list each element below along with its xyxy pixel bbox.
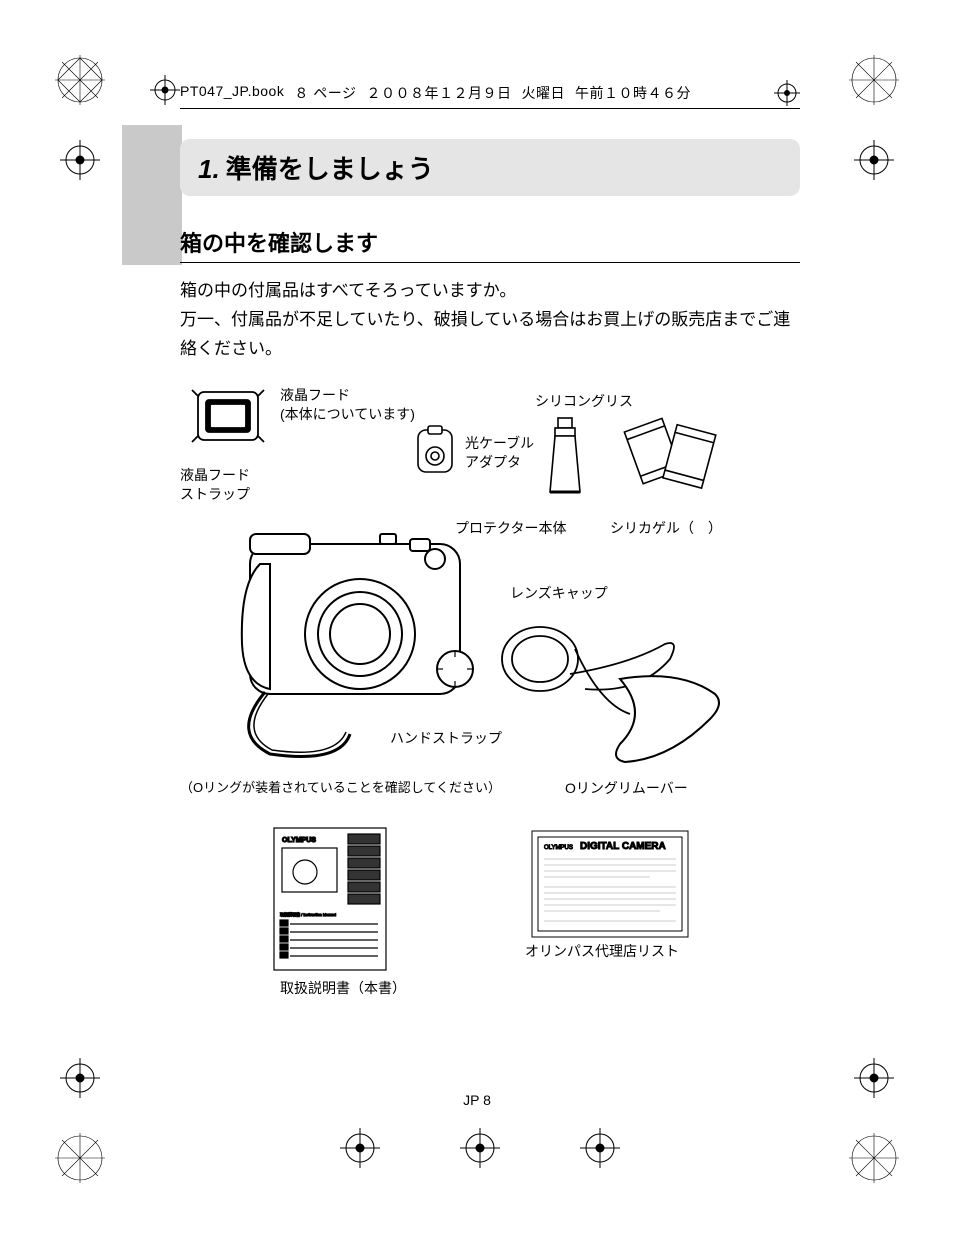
chapter-number: 1.	[198, 154, 220, 184]
page-number: JP 8	[463, 1092, 491, 1108]
svg-text:取扱説明書 / Instruction Manual: 取扱説明書 / Instruction Manual	[280, 911, 336, 917]
svg-text:DIGITAL CAMERA: DIGITAL CAMERA	[580, 841, 666, 852]
side-tab	[122, 125, 182, 265]
label-optical: 光ケーブル アダプタ	[465, 434, 534, 473]
section-title: 箱の中を確認します	[180, 226, 800, 263]
cropmark-br-star	[849, 1133, 899, 1183]
lcd-hood-illustration	[190, 384, 270, 457]
label-lcd-hood: 液晶フード (本体についています)	[280, 386, 415, 425]
grease-illustration	[540, 414, 590, 507]
regmark-hdr-l	[150, 75, 180, 105]
label-handstrap: ハンドストラップ	[390, 729, 502, 749]
manual-illustration: OLYMPUS 取扱説明書 / Instruction Manual	[270, 824, 390, 977]
header-weekday: 火曜日	[521, 83, 565, 103]
regmark-l1	[60, 140, 100, 180]
label-manual: 取扱説明書（本書）	[280, 979, 406, 999]
label-silica: シリカゲル（ ）	[610, 519, 722, 539]
regmark-r2	[854, 1058, 894, 1098]
regmark-bc1	[340, 1128, 380, 1168]
regmark-r1	[854, 140, 894, 180]
svg-text:OLYMPUS: OLYMPUS	[544, 845, 573, 851]
dealer-list-illustration: DIGITAL CAMERA OLYMPUS	[530, 829, 690, 942]
label-lenscap: レンズキャップ	[510, 584, 608, 604]
header-file: PT047_JP.book	[180, 83, 284, 103]
regmark-bc3	[580, 1128, 620, 1168]
para2: 万一、付属品が不足していたり、破損している場合はお買上げの販売店までご連絡くださ…	[180, 310, 790, 358]
cropmark-bl-star	[55, 1133, 105, 1183]
header-time: 午前１０時４６分	[575, 83, 691, 103]
label-oring-remover: Oリングリムーバー	[565, 779, 688, 799]
para1: 箱の中の付属品はすべてそろっていますか。	[180, 281, 516, 300]
label-oring-note: （Oリングが装着されていることを確認してください）	[180, 779, 501, 797]
regmark-bc2	[460, 1128, 500, 1168]
regmark-hdr-r	[774, 80, 800, 106]
label-dealer: オリンパス代理店リスト	[525, 942, 679, 962]
section-body: 箱の中の付属品はすべてそろっていますか。 万一、付属品が不足していたり、破損して…	[180, 277, 800, 364]
svg-text:OLYMPUS: OLYMPUS	[282, 837, 316, 844]
page-header: PT047_JP.book ８ ページ ２００８年１２月９日 火曜日 午前１０時…	[180, 80, 800, 109]
oring-remover-illustration	[600, 664, 730, 777]
header-page: ８ ページ	[294, 83, 356, 103]
protector-illustration	[210, 504, 510, 767]
silica-illustration	[610, 404, 730, 507]
chapter-title: 1.準備をしましょう	[180, 139, 800, 196]
illustration-area: 液晶フード (本体についています) 液晶フード ストラップ 光ケーブル アダプタ	[180, 384, 800, 1004]
cropmark-tr-star	[849, 55, 899, 105]
regmark-l2	[60, 1058, 100, 1098]
adapter-illustration	[410, 424, 460, 482]
chapter-text: 準備をしましょう	[226, 154, 434, 184]
page-content: PT047_JP.book ８ ページ ２００８年１２月９日 火曜日 午前１０時…	[180, 80, 800, 1004]
label-lcd-hood-strap: 液晶フード ストラップ	[180, 466, 250, 505]
cropmark-tl-star	[55, 55, 105, 105]
header-date: ２００８年１２月９日	[366, 83, 511, 103]
